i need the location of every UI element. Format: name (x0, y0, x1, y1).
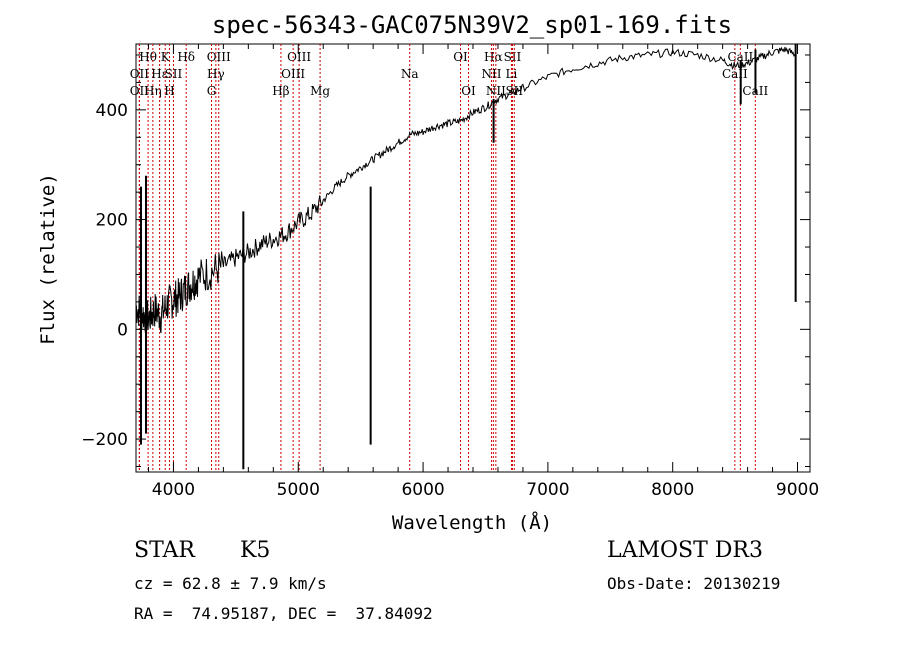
x-tick-label: 7000 (526, 480, 569, 500)
spectral-line-label: OIII (281, 67, 305, 81)
spectral-line-label: Hγ (207, 67, 225, 81)
spectral-line-label: OIII (287, 50, 311, 64)
redshift-velocity: cz = 62.8 ± 7.9 km/s (134, 574, 327, 593)
spectral-line-label: Hη (144, 84, 162, 98)
object-subclass: K5 (240, 538, 271, 563)
spectral-line-label: Hε (151, 67, 168, 81)
spectrum-line (135, 46, 797, 334)
y-tick-label: 0 (117, 320, 128, 340)
y-axis-label: Flux (relative) (37, 173, 59, 345)
spectral-line-label: OIII (207, 50, 231, 64)
x-tick-label: 4000 (152, 480, 195, 500)
spectral-line-label: K (161, 50, 171, 64)
spectral-line-label: OI (461, 84, 476, 98)
spectral-line-label: G (207, 84, 217, 98)
chart-title: spec-56343-GAC075N39V2_sp01-169.fits (212, 11, 732, 39)
spectral-line-label: Mg (310, 84, 330, 98)
y-tick-label: −200 (81, 430, 128, 450)
spectral-line-label: Hβ (272, 84, 289, 98)
x-tick-label: 8000 (651, 480, 694, 500)
spectral-line-label: Hα (484, 50, 503, 64)
x-tick-label: 9000 (776, 480, 819, 500)
spectral-line-label: SII (504, 50, 522, 64)
y-tick-label: 400 (96, 101, 128, 121)
survey-name: LAMOST DR3 (607, 538, 763, 563)
spectral-line-label: NII (481, 67, 501, 81)
spectral-line-label: Na (401, 67, 419, 81)
spectral-line-label: Hθ (139, 50, 157, 64)
spectral-line-label: CaII (722, 67, 748, 81)
spectral-line-label: OII (130, 84, 150, 98)
x-axis-label: Wavelength (Å) (392, 511, 552, 534)
x-tick-label: 5000 (277, 480, 320, 500)
spectral-line-label: H (164, 84, 174, 98)
spectral-line-label: CaII (727, 50, 753, 64)
spectral-line-label: OI (453, 50, 468, 64)
object-class: STAR (134, 538, 195, 563)
plot-frame (135, 43, 811, 473)
x-tick-label: 6000 (401, 480, 444, 500)
spectral-line-label: SII (505, 84, 523, 98)
spectral-line-label: Li (506, 67, 518, 81)
observation-date: Obs-Date: 20130219 (607, 574, 781, 593)
coordinates: RA = 74.95187, DEC = 37.84092 (134, 604, 433, 623)
y-tick-label: 200 (96, 211, 128, 231)
spectral-line-label: Hδ (177, 50, 195, 64)
spectral-line-label: SII (165, 67, 183, 81)
